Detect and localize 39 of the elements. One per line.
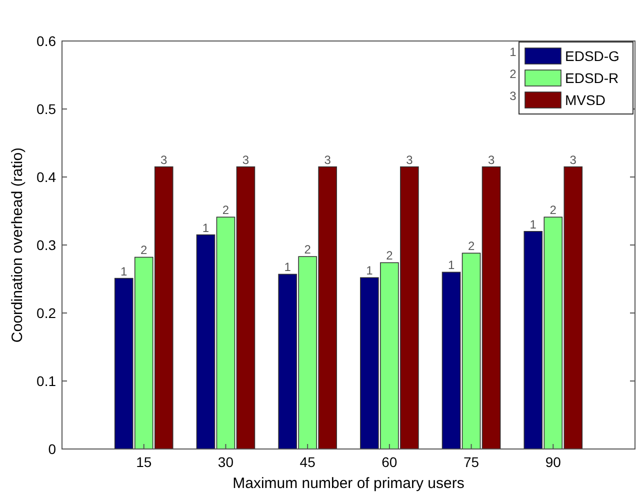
x-axis-title: Maximum number of primary users bbox=[232, 475, 464, 492]
annotation: 1 bbox=[202, 220, 210, 235]
annotation: 3 bbox=[160, 152, 168, 167]
annotation: 2 bbox=[468, 239, 475, 254]
annotation: 1 bbox=[510, 45, 517, 59]
y-axis-title: Coordination overhead (ratio) bbox=[9, 147, 26, 343]
annotation: 2 bbox=[222, 203, 230, 218]
y-tick-label: 0.1 bbox=[36, 372, 56, 389]
annotation: 3 bbox=[510, 89, 517, 103]
legend-label: EDSD-R bbox=[565, 70, 619, 86]
annotation: 3 bbox=[242, 152, 250, 167]
annotation: 2 bbox=[304, 242, 312, 257]
y-tick-label: 0.6 bbox=[36, 32, 56, 49]
legend-label: MVSD bbox=[565, 92, 606, 108]
x-tick-label: 75 bbox=[463, 454, 480, 470]
x-tick-label: 90 bbox=[545, 454, 562, 470]
annotation: 1 bbox=[366, 264, 374, 278]
annotation: 3 bbox=[324, 152, 332, 167]
annotation: 3 bbox=[488, 152, 495, 167]
annotation: 1 bbox=[448, 258, 455, 272]
x-tick-label: 60 bbox=[382, 454, 398, 470]
annotation: 1 bbox=[120, 264, 128, 278]
annotation: 2 bbox=[140, 243, 148, 258]
annotation: 3 bbox=[570, 152, 577, 167]
annotation: 2 bbox=[550, 203, 557, 218]
x-tick-label: 30 bbox=[218, 454, 234, 470]
y-tick-label: 0.4 bbox=[36, 168, 56, 185]
x-tick-label: 15 bbox=[136, 454, 152, 470]
y-tick-label: 0.3 bbox=[36, 236, 56, 253]
x-tick-label: 45 bbox=[300, 454, 316, 470]
annotation: 2 bbox=[386, 248, 394, 263]
y-tick-label: 0 bbox=[48, 440, 56, 457]
annotation: 1 bbox=[284, 260, 292, 274]
annotation: 1 bbox=[530, 217, 537, 232]
annotation: 2 bbox=[510, 67, 517, 81]
y-tick-label: 0.5 bbox=[36, 100, 56, 117]
y-tick-label: 0.2 bbox=[36, 304, 56, 321]
annotation: 3 bbox=[406, 152, 414, 167]
legend-label: EDSD-G bbox=[565, 48, 620, 64]
